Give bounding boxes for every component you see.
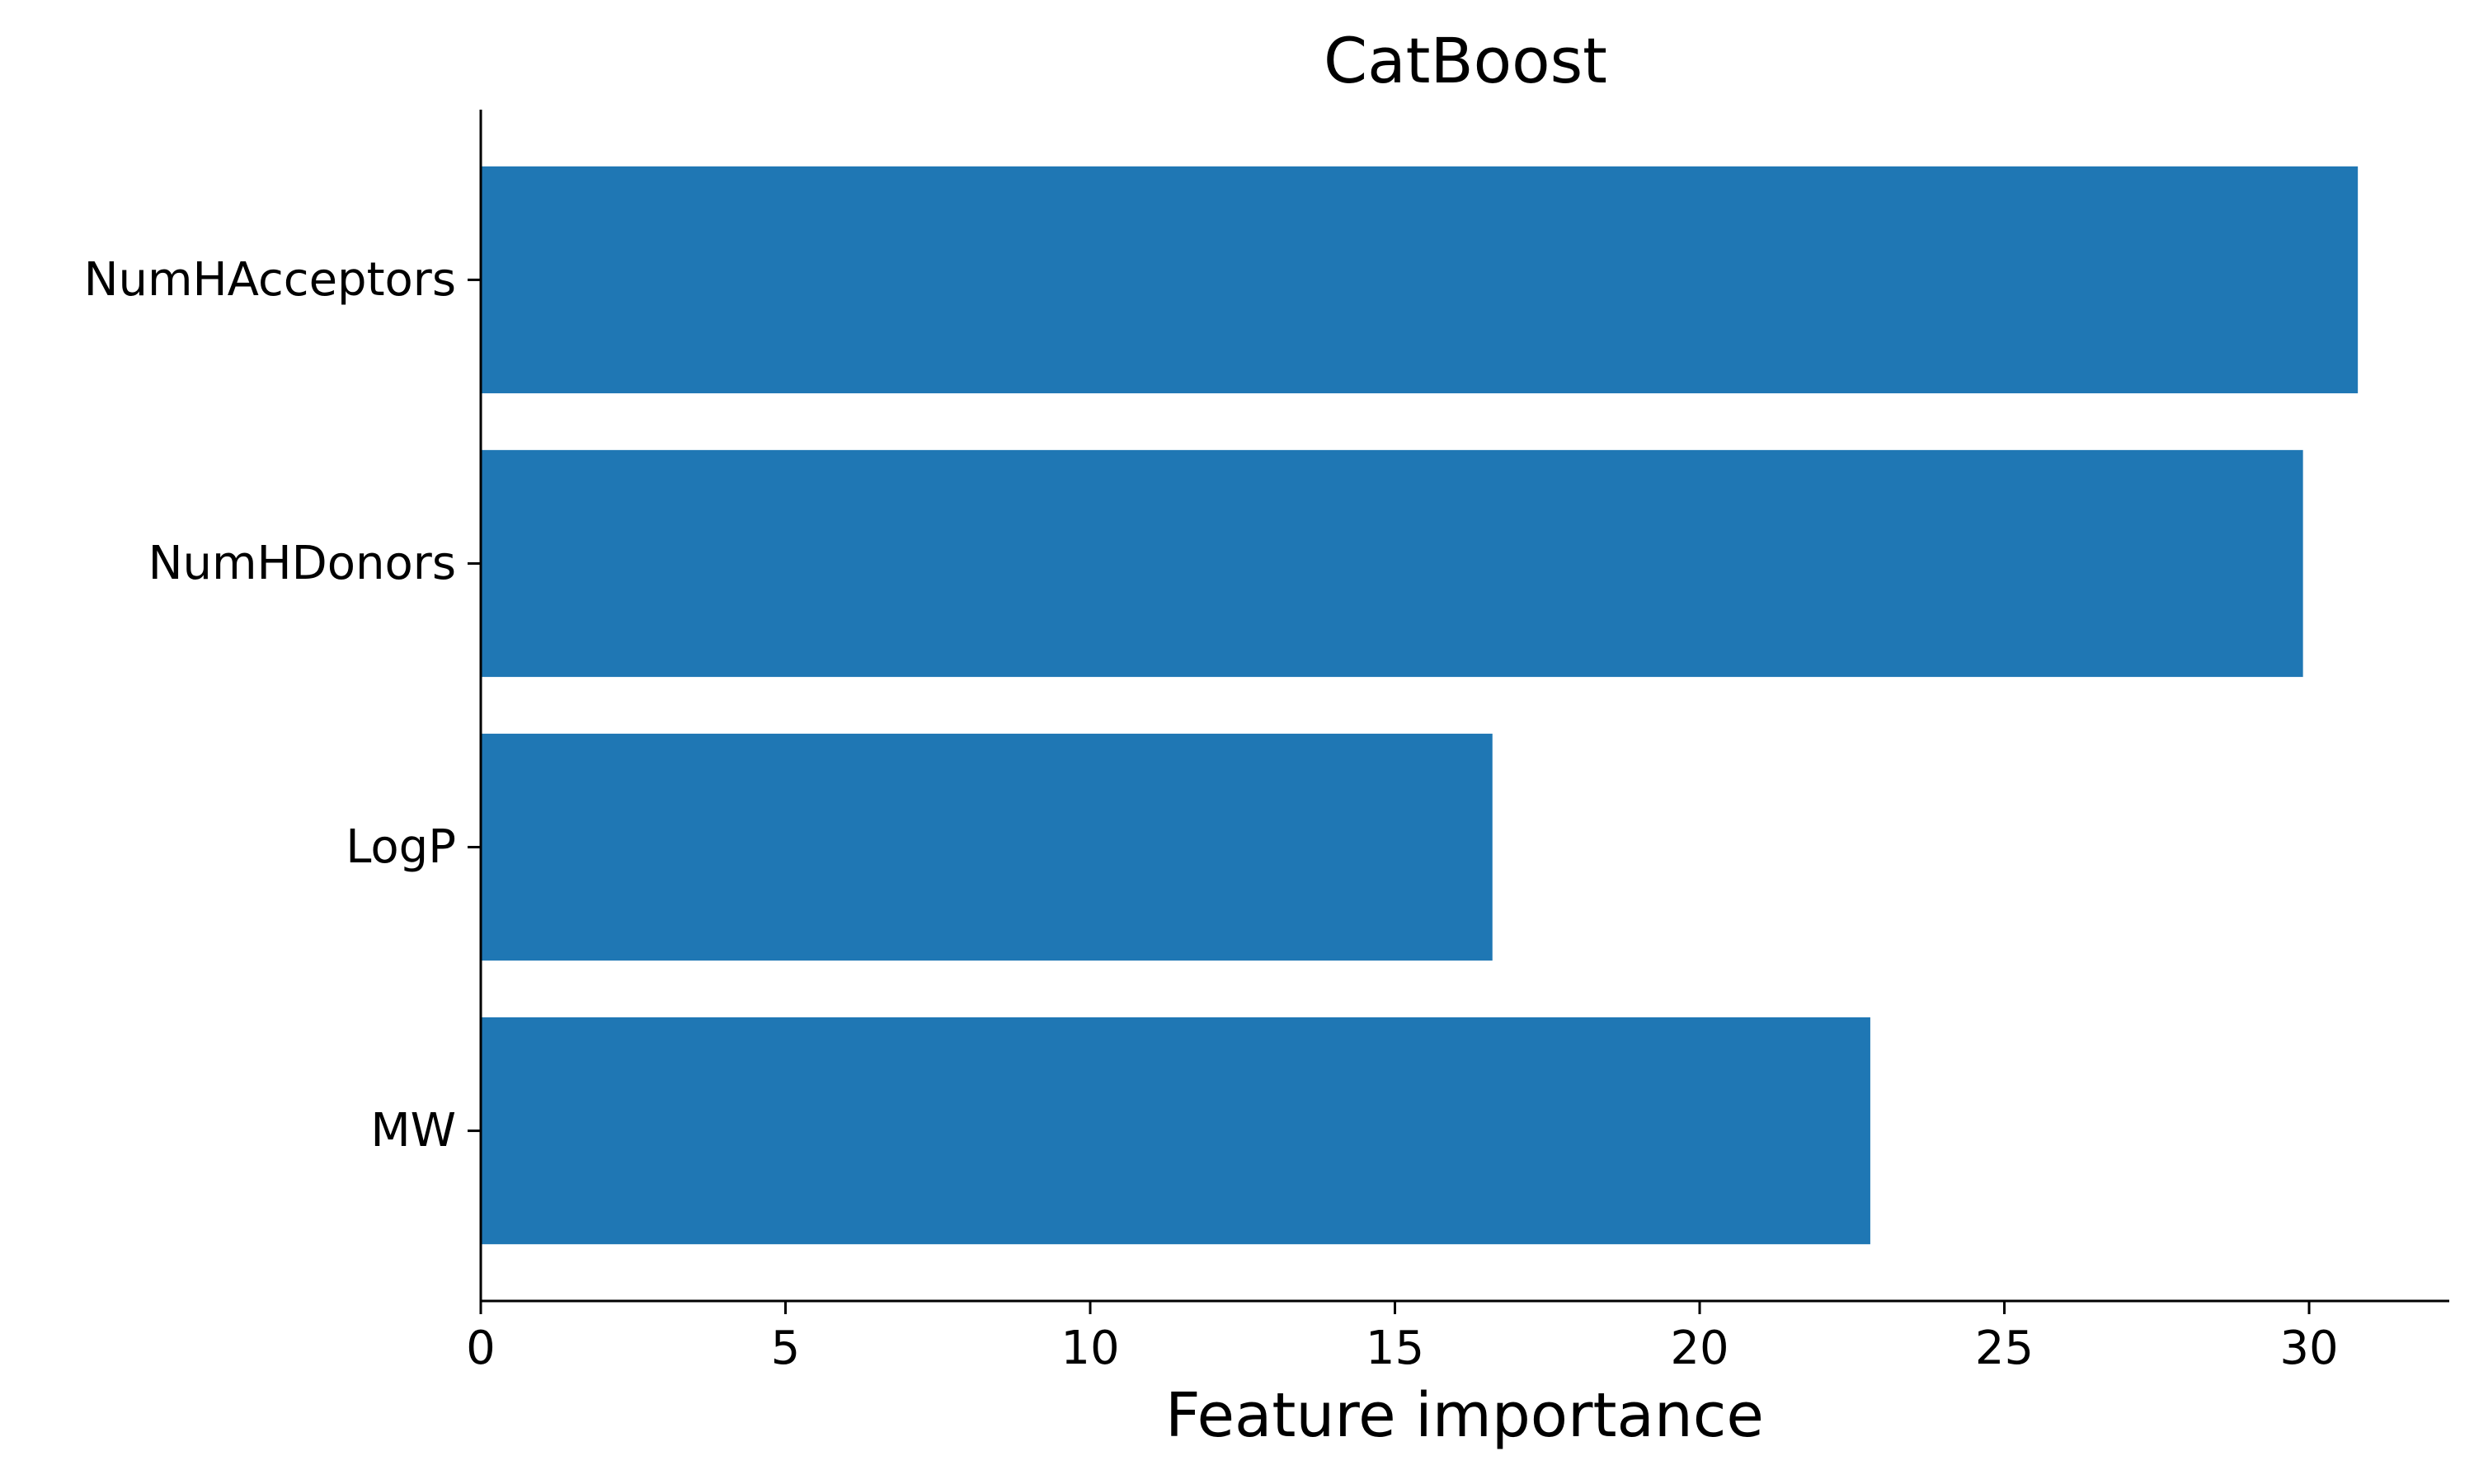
x-tick-label: 20 <box>1670 1322 1729 1375</box>
bar-mw <box>481 1017 1870 1245</box>
x-axis-ticks: 0 5 10 15 20 25 30 <box>466 1301 2339 1375</box>
y-tick-label: MW <box>370 1104 456 1158</box>
bars-group <box>481 166 2359 1245</box>
bar-numhdonors <box>481 449 2303 678</box>
bar-numhacceptors <box>481 166 2359 394</box>
y-tick-label: LogP <box>346 820 456 874</box>
x-axis-label: Feature importance <box>1165 1380 1764 1451</box>
bar-logp <box>481 733 1493 961</box>
x-tick-label: 10 <box>1061 1322 1119 1375</box>
x-tick-label: 5 <box>771 1322 801 1375</box>
y-tick-label: NumHAcceptors <box>84 253 456 307</box>
y-axis-ticks: MW LogP NumHDonors NumHAcceptors <box>84 253 481 1158</box>
x-tick-label: 30 <box>2279 1322 2338 1375</box>
x-tick-label: 15 <box>1366 1322 1424 1375</box>
y-tick-label: NumHDonors <box>148 537 456 590</box>
x-tick-label: 25 <box>1975 1322 2034 1375</box>
x-tick-label: 0 <box>466 1322 496 1375</box>
chart-title: CatBoost <box>1324 24 1607 97</box>
